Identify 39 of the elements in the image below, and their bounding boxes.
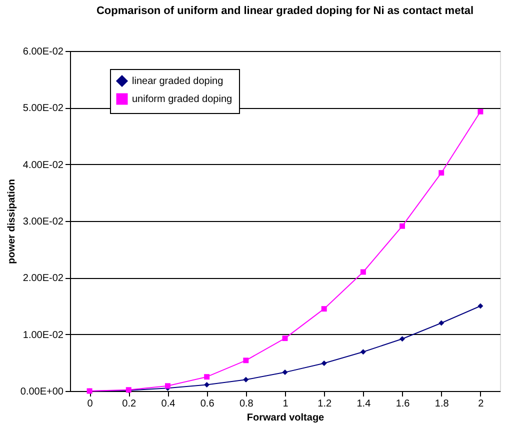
- x-axis-title: Forward voltage: [246, 412, 325, 424]
- x-tick-label: 2: [478, 398, 484, 410]
- x-tick-label: 0.2: [122, 398, 137, 410]
- point: [438, 320, 444, 326]
- y-tick-label: 3.00E-02: [22, 216, 64, 228]
- y-tick-label: 6.00E-02: [22, 46, 64, 58]
- point: [282, 336, 288, 342]
- x-tick-label: 0.6: [200, 398, 215, 410]
- chart-title: Copmarison of uniform and linear graded doping for Ni as contact metal: [96, 5, 474, 17]
- point: [478, 303, 484, 309]
- point: [400, 336, 406, 342]
- point: [243, 358, 249, 364]
- point: [204, 374, 210, 380]
- y-tick-label: 5.00E-02: [22, 103, 64, 114]
- y-tick-label: 4.00E-02: [22, 160, 64, 171]
- point: [282, 370, 288, 376]
- point: [243, 376, 249, 382]
- point: [321, 306, 327, 312]
- x-tick-label: 0.8: [239, 398, 254, 410]
- x-tick-label: 1.8: [434, 398, 450, 410]
- y-tick-label: 2.00E-02: [22, 273, 64, 284]
- point: [204, 382, 210, 388]
- x-tick-label: 0.4: [161, 398, 176, 410]
- x-tick-label: 1: [282, 398, 289, 410]
- x-tick-label: 1.4: [356, 398, 372, 410]
- legend-label: linear graded doping: [132, 76, 224, 87]
- point: [360, 349, 366, 355]
- point: [360, 269, 366, 275]
- legend-label: uniform graded doping: [132, 94, 232, 105]
- point: [438, 170, 444, 176]
- point: [400, 223, 406, 229]
- point: [321, 360, 327, 366]
- y-tick-label: 0.00E+00: [20, 386, 64, 398]
- x-tick-label: 1.2: [318, 398, 332, 410]
- y-tick-label: 1.00E-02: [22, 330, 64, 341]
- y-axis-title: power dissipation: [6, 178, 18, 264]
- x-tick-label: 0: [87, 398, 94, 410]
- point: [478, 108, 484, 114]
- x-tick-label: 1.6: [396, 398, 410, 410]
